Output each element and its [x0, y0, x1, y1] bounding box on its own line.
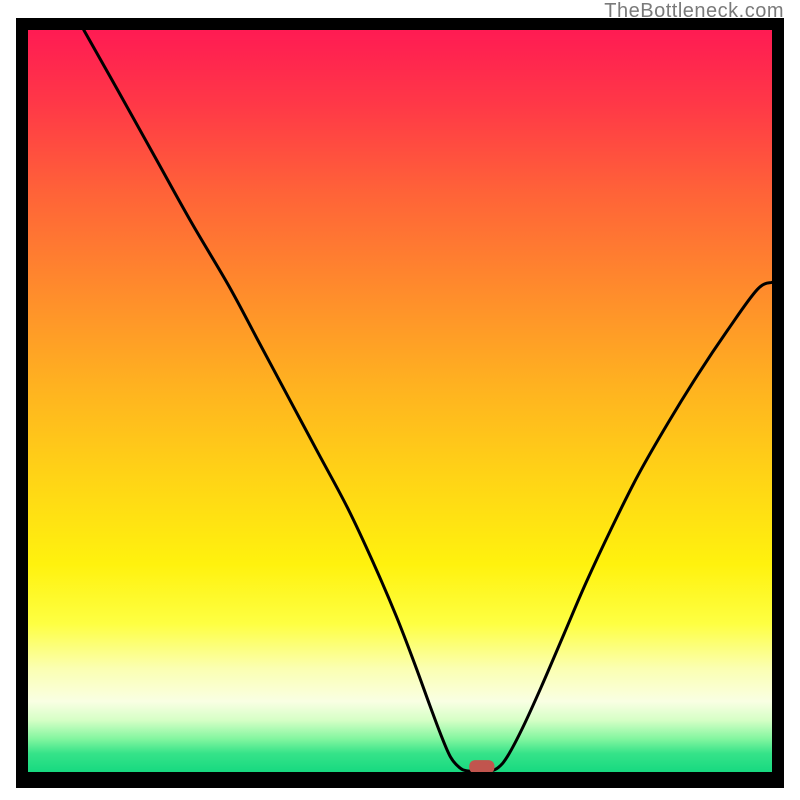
marker-point [469, 760, 494, 773]
chart-container: TheBottleneck.com [0, 0, 800, 800]
watermark-text: TheBottleneck.com [604, 0, 784, 23]
bottleneck-chart [0, 0, 800, 800]
frame-border-bottom [16, 772, 784, 788]
frame-border-right [772, 18, 784, 788]
chart-background-gradient [28, 30, 772, 772]
frame-border-left [16, 18, 28, 788]
